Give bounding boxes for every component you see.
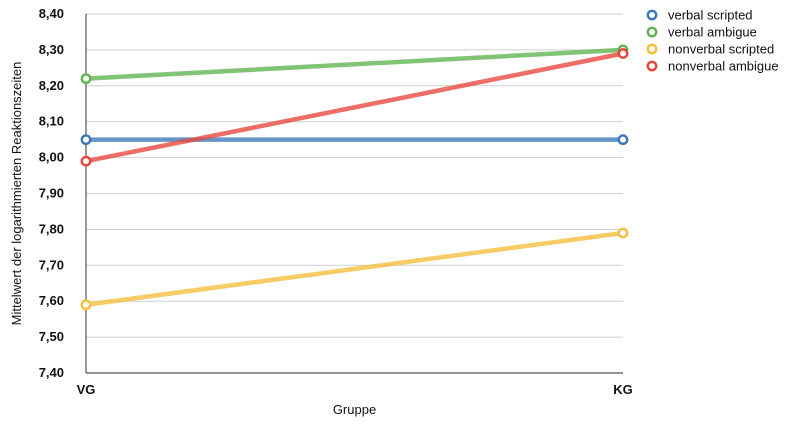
y-tick-label: 7,40	[39, 365, 64, 380]
y-axis-label: Mittelwert der logarithmierten Reaktions…	[9, 62, 24, 326]
y-tick-label: 8,20	[39, 78, 64, 93]
y-tick-label: 7,70	[39, 257, 64, 272]
y-axis-ticks: 7,40 7,50 7,60 7,70 7,80 7,90 8,00 8,10 8,20 8,30…	[39, 6, 64, 380]
series-line-nonverbal-ambigue	[83, 51, 626, 164]
series-line-nonverbal-scripted	[83, 230, 626, 308]
y-tick-label: 8,00	[39, 150, 64, 165]
data-point-nonverbal-ambigue	[617, 48, 629, 59]
x-tick-label: VG	[77, 382, 96, 397]
y-tick-label: 7,80	[39, 221, 64, 236]
data-point-nonverbal-ambigue	[80, 155, 92, 167]
x-tick-label: KG	[613, 382, 633, 397]
data-point-nonverbal-scripted	[617, 227, 629, 239]
legend-marker-nonverbal-scripted	[646, 43, 658, 55]
series-lines	[80, 44, 629, 311]
data-point-verbal-scripted	[80, 134, 92, 146]
legend: verbal scripted verbal ambigue nonverbal s…	[646, 8, 779, 74]
legend-label-nonverbal-ambigue: nonverbal ambigue	[668, 59, 779, 74]
y-tick-label: 7,90	[39, 186, 64, 201]
data-point-verbal-ambigue	[80, 73, 92, 85]
y-tick-label: 8,40	[39, 6, 64, 21]
legend-marker-nonverbal-ambigue	[646, 60, 658, 72]
legend-label-verbal-ambigue: verbal ambigue	[668, 25, 757, 40]
y-tick-label: 8,10	[39, 114, 64, 129]
legend-marker-verbal-scripted	[646, 9, 658, 21]
x-axis-ticks: VG KG	[77, 382, 633, 397]
y-tick-label: 7,50	[39, 329, 64, 344]
x-axis-label: Gruppe	[333, 402, 376, 417]
data-point-verbal-scripted	[617, 134, 629, 146]
legend-label-verbal-scripted: verbal scripted	[668, 8, 753, 23]
y-tick-label: 8,30	[39, 42, 64, 57]
legend-marker-verbal-ambigue	[646, 26, 658, 38]
data-point-nonverbal-scripted	[80, 299, 92, 311]
y-tick-label: 7,60	[39, 293, 64, 308]
series-line-verbal-ambigue	[83, 47, 626, 81]
legend-label-nonverbal-scripted: nonverbal scripted	[668, 42, 774, 57]
